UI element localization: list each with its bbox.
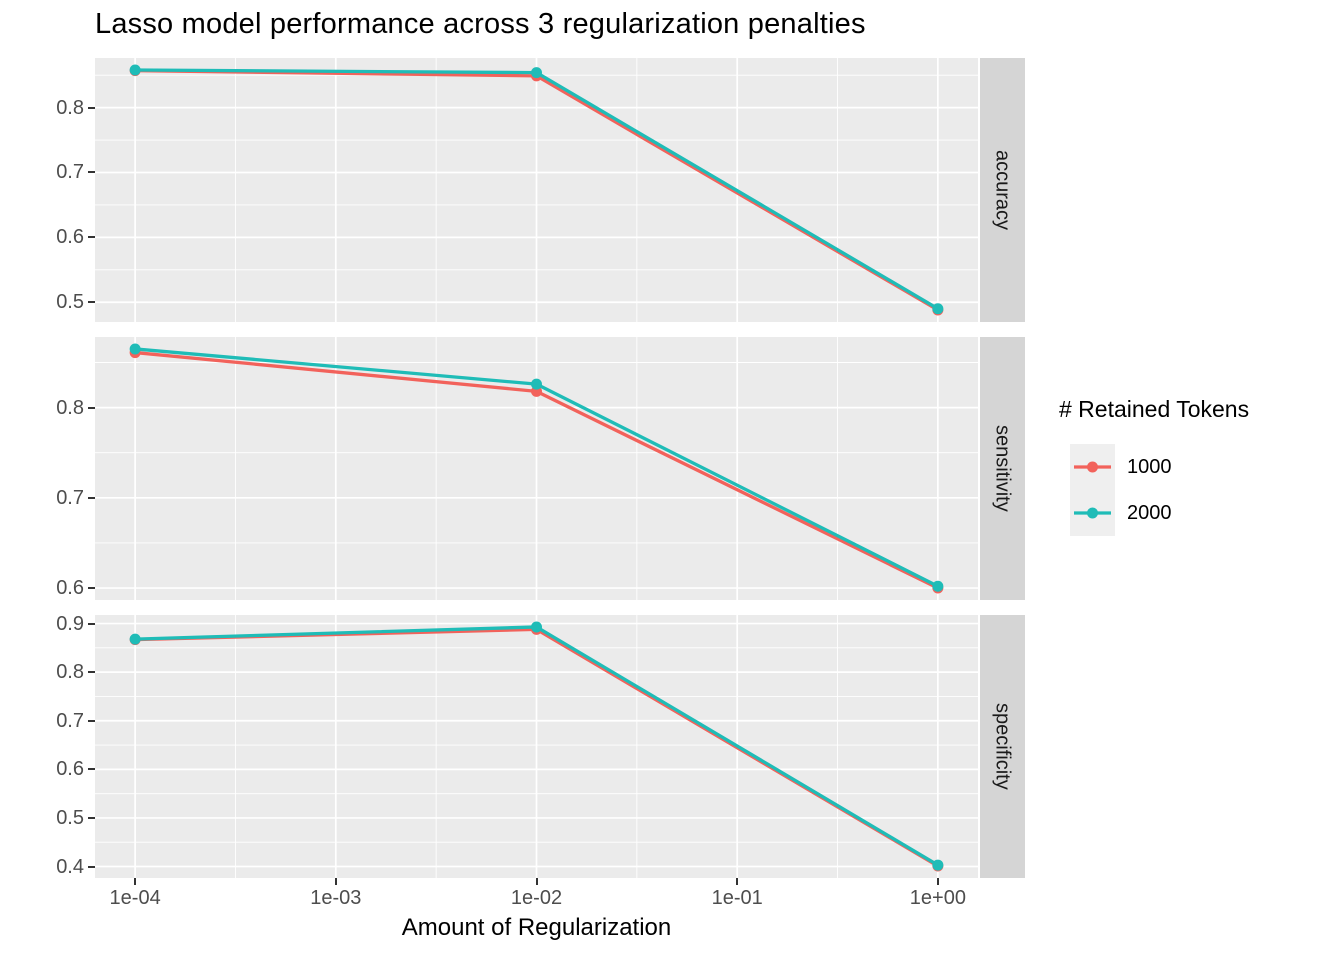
legend-key-2000 [1070, 490, 1115, 536]
y-tick-mark [88, 496, 95, 499]
facet-strip-label: specificity [991, 703, 1014, 790]
chart-title: Lasso model performance across 3 regular… [95, 8, 866, 40]
y-tick-mark [88, 622, 95, 625]
y-tick-mark [88, 171, 95, 174]
facet-panel-sensitivity [95, 337, 978, 600]
legend-title: # Retained Tokens [1059, 396, 1250, 422]
facet-strip-label: sensitivity [991, 425, 1014, 512]
legend-glyph-1000 [1074, 461, 1111, 473]
y-tick-label: 0.6 [56, 758, 84, 781]
data-point-2000 [932, 580, 944, 592]
y-tick-mark [88, 719, 95, 722]
y-tick-label: 0.7 [56, 161, 84, 184]
y-tick-label: 0.4 [56, 855, 84, 878]
x-tick-label: 1e-02 [510, 887, 563, 909]
data-point-2000 [932, 859, 944, 871]
y-tick-mark [88, 236, 95, 239]
data-point-2000 [129, 633, 141, 645]
x-axis-title: Amount of Regularization [401, 914, 672, 941]
y-tick-mark [88, 671, 95, 674]
y-tick-mark [88, 106, 95, 109]
y-tick-mark [88, 816, 95, 819]
y-tick-mark [88, 587, 95, 590]
y-tick-mark [88, 301, 95, 304]
facet-strip-label: accuracy [991, 149, 1014, 231]
legend-key-1000 [1070, 444, 1115, 490]
legend-point [1087, 507, 1098, 519]
data-point-2000 [129, 64, 141, 76]
data-point-2000 [129, 343, 141, 355]
facet-strip-specificity: specificity [980, 615, 1025, 878]
x-tick-mark [936, 878, 939, 885]
facet-strip-sensitivity: sensitivity [980, 337, 1025, 600]
y-tick-label: 0.5 [56, 291, 84, 314]
legend-point [1087, 461, 1098, 473]
facet-panel-accuracy [95, 58, 978, 322]
facet-plot-accuracy [95, 58, 978, 322]
y-tick-label: 0.6 [56, 577, 84, 600]
x-tick-label: 1e-03 [310, 887, 362, 909]
y-tick-label: 0.8 [56, 661, 84, 684]
y-tick-label: 0.7 [56, 709, 84, 732]
legend-key-label: 1000 [1127, 456, 1172, 478]
y-tick-label: 0.9 [56, 612, 84, 635]
y-tick-label: 0.6 [56, 226, 84, 249]
legend-key-label: 2000 [1127, 502, 1172, 524]
data-point-2000 [531, 67, 542, 79]
x-tick-label: 1e+00 [909, 887, 966, 909]
x-tick-mark [134, 878, 137, 885]
x-tick-mark [736, 878, 739, 885]
legend-glyph-2000 [1074, 507, 1111, 519]
y-tick-label: 0.7 [56, 486, 84, 509]
y-tick-label: 0.8 [56, 396, 84, 419]
data-point-2000 [531, 621, 542, 633]
y-tick-label: 0.8 [56, 96, 84, 119]
facet-plot-specificity [95, 615, 978, 878]
data-point-2000 [932, 303, 944, 315]
y-tick-mark [88, 865, 95, 868]
x-tick-mark [334, 878, 337, 885]
facet-plot-sensitivity [95, 337, 978, 600]
data-point-2000 [531, 378, 542, 390]
x-tick-label: 1e-04 [109, 887, 161, 909]
facet-panel-specificity [95, 615, 978, 878]
y-tick-label: 0.5 [56, 806, 84, 829]
y-tick-mark [88, 406, 95, 409]
facet-strip-accuracy: accuracy [980, 58, 1025, 322]
y-tick-mark [88, 768, 95, 771]
x-tick-mark [535, 878, 538, 885]
x-tick-label: 1e-01 [711, 887, 763, 909]
